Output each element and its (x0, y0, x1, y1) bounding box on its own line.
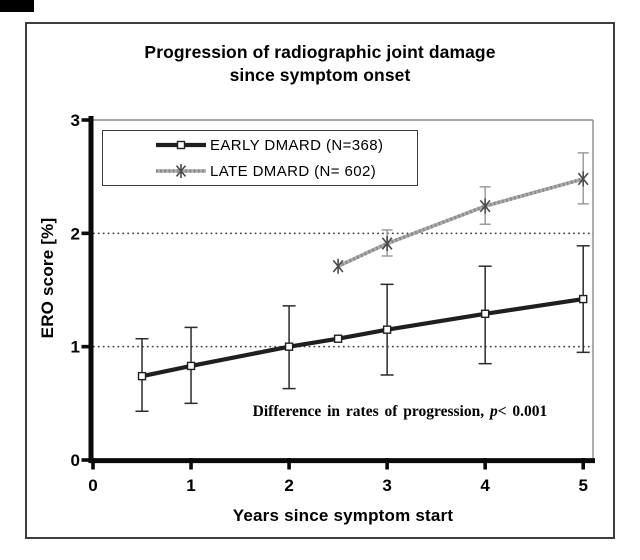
axes (81, 116, 595, 470)
x-tick-label-5: 5 (578, 476, 587, 495)
x-tick-label-4: 4 (480, 476, 490, 495)
annotation-p-symbol: p (489, 403, 498, 420)
late-dmard-line-sample (156, 164, 206, 178)
annotation-p-value: Difference in rates of progression, p< 0… (170, 403, 630, 421)
late-dmard-series (332, 152, 589, 274)
legend-label-early-dmard: EARLY DMARD (N=368) (210, 136, 384, 154)
x-tick-label-0: 0 (88, 476, 97, 495)
early-dmard-line-sample (156, 140, 206, 150)
x-tick-label-1: 1 (186, 476, 195, 495)
y-tick-label-2: 2 (71, 224, 80, 243)
legend: EARLY DMARD (N=368) LATE DMARD (N= 602) (102, 130, 418, 186)
legend-item-late-dmard: LATE DMARD (N= 602) (103, 158, 417, 184)
chart-title-line2: since symptom onset (229, 64, 411, 85)
x-tick-label-2: 2 (284, 476, 293, 495)
y-tick-label-0: 0 (71, 451, 80, 470)
legend-item-early-dmard: EARLY DMARD (N=368) (103, 132, 417, 158)
chart-frame (25, 22, 615, 539)
y-tick-label-3: 3 (71, 111, 80, 130)
y-axis-label: ERO score [%] (38, 217, 57, 339)
chart-title: Progression of radiographic joint damage… (25, 41, 615, 86)
legend-label-late-dmard: LATE DMARD (N= 602) (210, 162, 377, 180)
x-tick-label-3: 3 (382, 476, 391, 495)
annotation-text: Difference in rates of progression, (252, 403, 490, 420)
annotation-value: < 0.001 (497, 403, 548, 420)
plot-border (93, 119, 594, 460)
early-dmard-series (135, 245, 590, 413)
y-tick-label-1: 1 (71, 338, 80, 357)
corner-mark (0, 0, 34, 12)
x-axis-label: Years since symptom start (232, 506, 454, 525)
gridlines (93, 232, 593, 348)
chart-title-line1: Progression of radiographic joint damage (144, 42, 496, 62)
tick-labels: 0 1 2 3 4 5 0 1 2 3 (71, 111, 588, 495)
